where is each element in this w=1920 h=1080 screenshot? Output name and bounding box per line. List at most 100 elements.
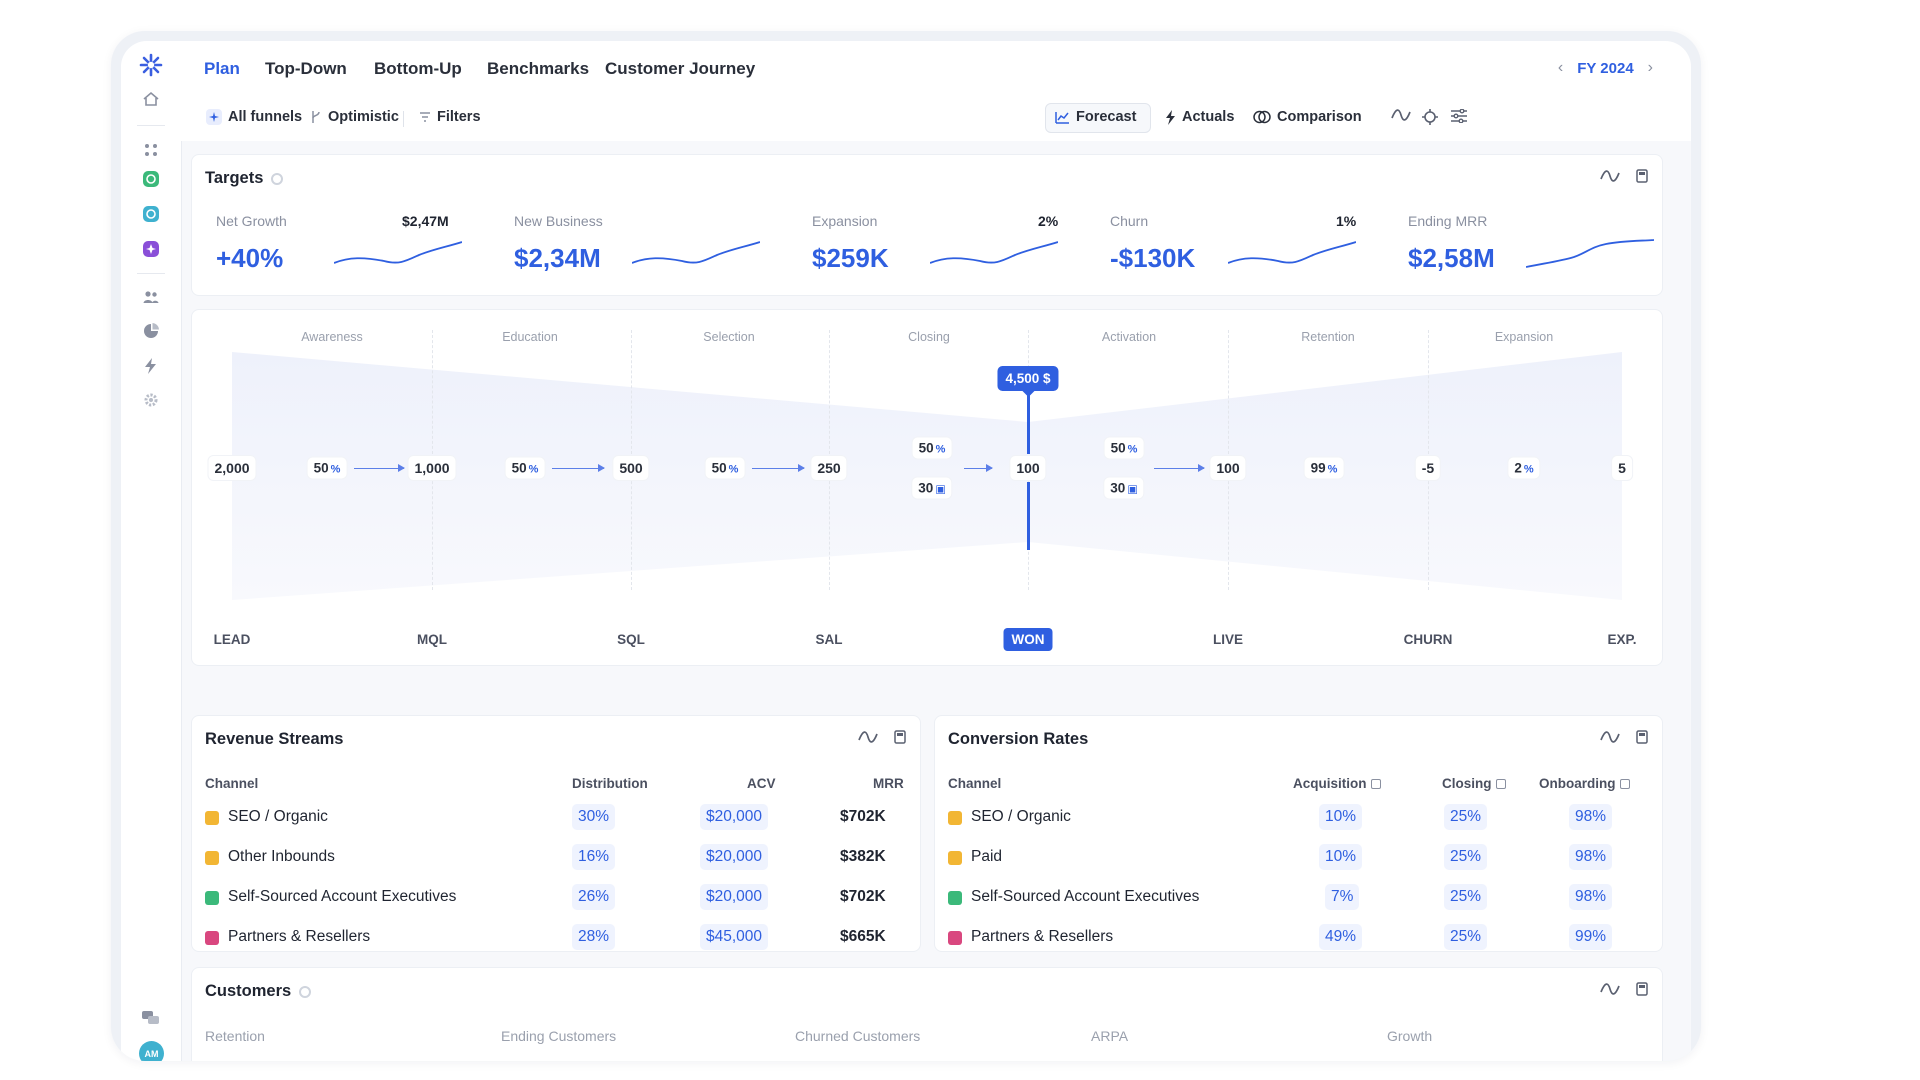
won-amount-tag[interactable]: 4,500 $ <box>997 366 1059 397</box>
scenario-button[interactable]: Optimistic <box>310 109 399 125</box>
funnel-node-won[interactable]: 100 <box>1010 456 1046 480</box>
funnel-node-lead[interactable]: 2,000 <box>208 456 256 480</box>
avatar[interactable]: AM <box>139 1041 164 1061</box>
table-row[interactable]: Partners & Resellers 28% $45,000 $665K <box>192 918 920 958</box>
distribution-value[interactable]: 16% <box>572 844 616 870</box>
kpi-new-business[interactable]: New Business $2,34M <box>514 213 774 283</box>
wave-icon[interactable] <box>1600 731 1620 743</box>
column-header-acv[interactable]: ACV <box>747 776 776 791</box>
settings-icon[interactable] <box>139 388 163 412</box>
table-row[interactable]: Paid 10% 25% 98% <box>935 838 1662 878</box>
tab-customer-journey[interactable]: Customer Journey <box>605 59 756 78</box>
distribution-value[interactable]: 30% <box>572 804 616 830</box>
conversion-rate[interactable]: 50% <box>1104 437 1144 459</box>
acv-value[interactable]: $45,000 <box>700 924 769 950</box>
cycle-days[interactable]: 30 ▣ <box>1104 477 1144 499</box>
closing-value[interactable]: 25% <box>1444 884 1488 910</box>
column-header-mrr[interactable]: MRR <box>873 776 904 791</box>
grid-icon[interactable] <box>139 138 163 162</box>
onboarding-value[interactable]: 99% <box>1569 924 1613 950</box>
document-icon[interactable] <box>1636 730 1648 744</box>
acquisition-value[interactable]: 7% <box>1325 884 1360 910</box>
info-icon[interactable] <box>1370 778 1381 789</box>
all-funnels-button[interactable]: All funnels <box>206 109 302 125</box>
forecast-button[interactable]: Forecast <box>1055 109 1136 125</box>
fiscal-year-label[interactable]: FY 2024 <box>1577 59 1634 77</box>
pie-icon[interactable] <box>139 319 163 343</box>
help-icon[interactable] <box>271 172 284 185</box>
kpi-expansion[interactable]: Expansion 2% $259K <box>812 213 1072 283</box>
funnel-node-churn[interactable]: -5 <box>1415 456 1441 480</box>
conversion-rate[interactable]: 50% <box>705 457 745 479</box>
acv-value[interactable]: $20,000 <box>700 884 769 910</box>
wave-icon[interactable] <box>1600 170 1620 182</box>
bolt-icon[interactable] <box>139 354 163 378</box>
column-header-closing[interactable]: Closing <box>1442 776 1506 791</box>
funnel-node-live[interactable]: 100 <box>1210 456 1246 480</box>
document-icon[interactable] <box>894 730 906 744</box>
column-header-distribution[interactable]: Distribution <box>572 776 648 791</box>
column-header-onboarding[interactable]: Onboarding <box>1539 776 1630 791</box>
conversion-rate[interactable]: 50% <box>912 437 952 459</box>
closing-value[interactable]: 25% <box>1444 924 1488 950</box>
logo-icon[interactable] <box>139 53 163 77</box>
acv-value[interactable]: $20,000 <box>700 804 769 830</box>
actuals-button[interactable]: Actuals <box>1165 109 1234 125</box>
table-row[interactable]: Self-Sourced Account Executives 26% $20,… <box>192 878 920 918</box>
home-icon[interactable] <box>139 87 163 111</box>
distribution-value[interactable]: 26% <box>572 884 616 910</box>
comparison-button[interactable]: Comparison <box>1253 109 1362 125</box>
chevron-left-icon[interactable]: ‹ <box>1557 59 1564 76</box>
app-teal-icon[interactable] <box>139 202 163 226</box>
help-icon[interactable] <box>299 985 312 998</box>
kpi-net-growth[interactable]: Net Growth $2,47M +40% <box>216 213 476 283</box>
wave-icon[interactable] <box>858 731 878 743</box>
closing-value[interactable]: 25% <box>1444 804 1488 830</box>
chevron-right-icon[interactable]: › <box>1647 59 1653 76</box>
tab-benchmarks[interactable]: Benchmarks <box>487 59 590 78</box>
trend-button[interactable] <box>1391 109 1411 121</box>
stage-code-won[interactable]: WON <box>1003 628 1053 651</box>
tab-top-down[interactable]: Top-Down <box>265 59 347 78</box>
app-purple-icon[interactable] <box>139 237 163 261</box>
tab-bottom-up[interactable]: Bottom-Up <box>374 59 462 78</box>
filters-button[interactable]: Filters <box>419 109 481 125</box>
acquisition-value[interactable]: 10% <box>1319 804 1363 830</box>
funnel-node-exp[interactable]: 5 <box>1612 456 1632 480</box>
users-icon[interactable] <box>139 285 163 309</box>
onboarding-value[interactable]: 98% <box>1569 804 1613 830</box>
funnel-node-mql[interactable]: 1,000 <box>408 456 456 480</box>
funnel-node-sal[interactable]: 250 <box>811 456 847 480</box>
conversion-rate[interactable]: 99% <box>1304 457 1344 479</box>
info-icon[interactable] <box>1619 778 1630 789</box>
column-header-acquisition[interactable]: Acquisition <box>1293 776 1381 791</box>
acquisition-value[interactable]: 49% <box>1319 924 1363 950</box>
chat-icon[interactable] <box>139 1006 163 1030</box>
cycle-days[interactable]: 30 ▣ <box>912 477 952 499</box>
conversion-rate[interactable]: 50% <box>505 457 545 479</box>
funnel-node-sql[interactable]: 500 <box>613 456 649 480</box>
target-button[interactable] <box>1422 109 1438 125</box>
tab-plan[interactable]: Plan <box>204 59 240 78</box>
app-green-icon[interactable] <box>139 167 163 191</box>
closing-value[interactable]: 25% <box>1444 844 1488 870</box>
onboarding-value[interactable]: 98% <box>1569 884 1613 910</box>
table-row[interactable]: Partners & Resellers 49% 25% 99% <box>935 918 1662 958</box>
adjust-button[interactable] <box>1451 109 1467 123</box>
conversion-rate[interactable]: 2% <box>1508 457 1540 479</box>
acquisition-value[interactable]: 10% <box>1319 844 1363 870</box>
wave-icon[interactable] <box>1600 983 1620 995</box>
document-icon[interactable] <box>1636 982 1648 996</box>
kpi-churn[interactable]: Churn 1% -$130K <box>1110 213 1370 283</box>
kpi-ending-mrr[interactable]: Ending MRR $2,58M <box>1408 213 1668 283</box>
table-row[interactable]: Other Inbounds 16% $20,000 $382K <box>192 838 920 878</box>
document-icon[interactable] <box>1636 169 1648 183</box>
info-icon[interactable] <box>1495 778 1506 789</box>
table-row[interactable]: SEO / Organic 10% 25% 98% <box>935 798 1662 838</box>
conversion-rate[interactable]: 50% <box>307 457 347 479</box>
onboarding-value[interactable]: 98% <box>1569 844 1613 870</box>
distribution-value[interactable]: 28% <box>572 924 616 950</box>
table-row[interactable]: SEO / Organic 30% $20,000 $702K <box>192 798 920 838</box>
table-row[interactable]: Self-Sourced Account Executives 7% 25% 9… <box>935 878 1662 918</box>
acv-value[interactable]: $20,000 <box>700 844 769 870</box>
